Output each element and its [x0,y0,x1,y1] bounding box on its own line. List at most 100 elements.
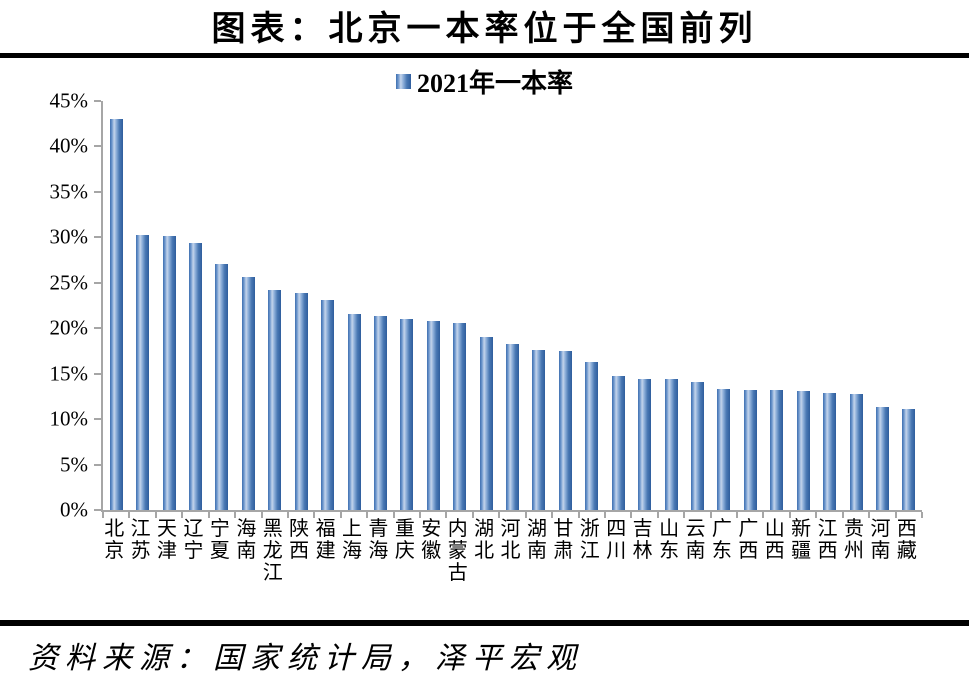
x-axis-tick [207,512,210,518]
y-axis-label: 30% [49,224,89,249]
footer-divider [0,620,969,626]
x-axis-label-text: 内蒙古 [447,518,468,584]
x-axis-tick [551,512,554,518]
y-axis-label: 40% [49,133,89,158]
y-axis-tick [94,327,101,330]
x-axis-label-text: 陕西 [289,518,310,562]
x-axis-label-text: 湖南 [526,518,547,562]
bar-重庆 [400,319,414,510]
bar-河南 [875,407,889,510]
bar-slot [605,101,631,510]
x-axis-tick [868,512,871,518]
x-axis-label-福建: 福建 [312,518,338,584]
bar-slot [764,101,790,510]
x-axis-label-河北: 河北 [497,518,523,584]
bar-青海 [373,316,387,510]
bar-slot [737,101,763,510]
y-axis-tick [94,145,101,148]
y-axis-label: 5% [60,452,88,477]
x-axis-label-text: 重庆 [394,518,415,562]
x-axis-label-text: 西藏 [896,518,917,562]
bar-广西 [743,390,757,510]
title-divider [0,53,969,58]
bar-海南 [241,277,255,510]
x-axis-label-text: 辽宁 [183,518,204,562]
bar-新疆 [796,390,810,510]
bar-甘肃 [558,350,572,510]
y-axis-label: 25% [49,270,89,295]
x-axis-tick [788,512,791,518]
bar-slot [209,101,235,510]
bar-slot [552,101,578,510]
x-axis-label-湖南: 湖南 [524,518,550,584]
x-axis-label-北京: 北京 [101,518,127,584]
x-axis-label-text: 上海 [342,518,362,562]
x-axis-label-text: 浙江 [579,518,600,562]
bar-slot [182,101,208,510]
y-axis-tick [94,190,101,193]
bar-slot [499,101,525,510]
x-axis-label-吉林: 吉林 [629,518,655,584]
x-axis-label-河南: 河南 [867,518,893,584]
x-axis-tick [102,512,104,518]
x-axis-label-text: 江西 [817,518,838,562]
x-axis-label-广东: 广东 [709,518,735,584]
bar-山东 [664,379,678,510]
x-axis-label-text: 北京 [104,518,125,562]
bar-上海 [347,313,361,510]
bar-slot [420,101,446,510]
bar-slot [790,101,816,510]
y-axis-labels: 0% 5% 10% 15% 20% 25% 30% 35% 40% 45% [0,89,89,522]
x-axis-label-text: 云南 [685,518,706,562]
x-axis-label-重庆: 重庆 [392,518,418,584]
x-axis-tick [234,512,237,518]
y-axis-label: 20% [49,315,89,340]
x-axis-label-text: 新疆 [791,518,812,562]
x-axis-label-text: 河北 [500,518,521,562]
x-axis-tick [841,512,844,518]
x-axis-label-贵州: 贵州 [841,518,867,584]
bar-江苏 [136,234,150,510]
x-axis-tick [894,512,897,518]
bar-河北 [506,343,520,510]
x-axis-label-江苏: 江苏 [127,518,153,584]
x-axis-tick [260,512,263,518]
bar-slot [579,101,605,510]
bar-陕西 [294,292,308,510]
x-axis-label-text: 天津 [157,518,178,562]
y-axis-tick [94,509,101,511]
bar-天津 [162,236,176,510]
bar-黑龙江 [268,290,282,510]
x-axis-tick [815,512,818,518]
x-axis-tick [498,512,501,518]
bar-slot [314,101,340,510]
x-axis-tick [577,512,580,518]
bar-西藏 [902,409,916,510]
x-axis-label-安徽: 安徽 [418,518,444,584]
x-axis-tick [921,512,923,518]
x-axis-tick [445,512,448,518]
x-axis-tick [366,512,369,518]
x-axis-tick [524,512,527,518]
bar-浙江 [585,361,599,510]
x-axis-label-江西: 江西 [814,518,840,584]
bar-slot [896,101,922,510]
x-axis-tick [656,512,659,518]
x-axis-label-text: 山西 [764,518,785,562]
y-axis-tick [94,100,101,102]
x-axis-label-四川: 四川 [603,518,629,584]
bar-安徽 [426,320,440,510]
x-axis-tick [419,512,422,518]
bar-江西 [823,392,837,510]
bar-山西 [770,390,784,510]
y-axis-label: 35% [49,179,89,204]
bar-slot [235,101,261,510]
x-axis-label-text: 福建 [315,518,336,562]
x-axis-tick [339,512,342,518]
bar-slot [367,101,393,510]
x-axis-label-text: 湖北 [474,518,495,562]
x-axis-label-text: 海南 [236,518,257,562]
x-axis-label-text: 河南 [870,518,891,562]
y-axis-tick [94,463,101,466]
